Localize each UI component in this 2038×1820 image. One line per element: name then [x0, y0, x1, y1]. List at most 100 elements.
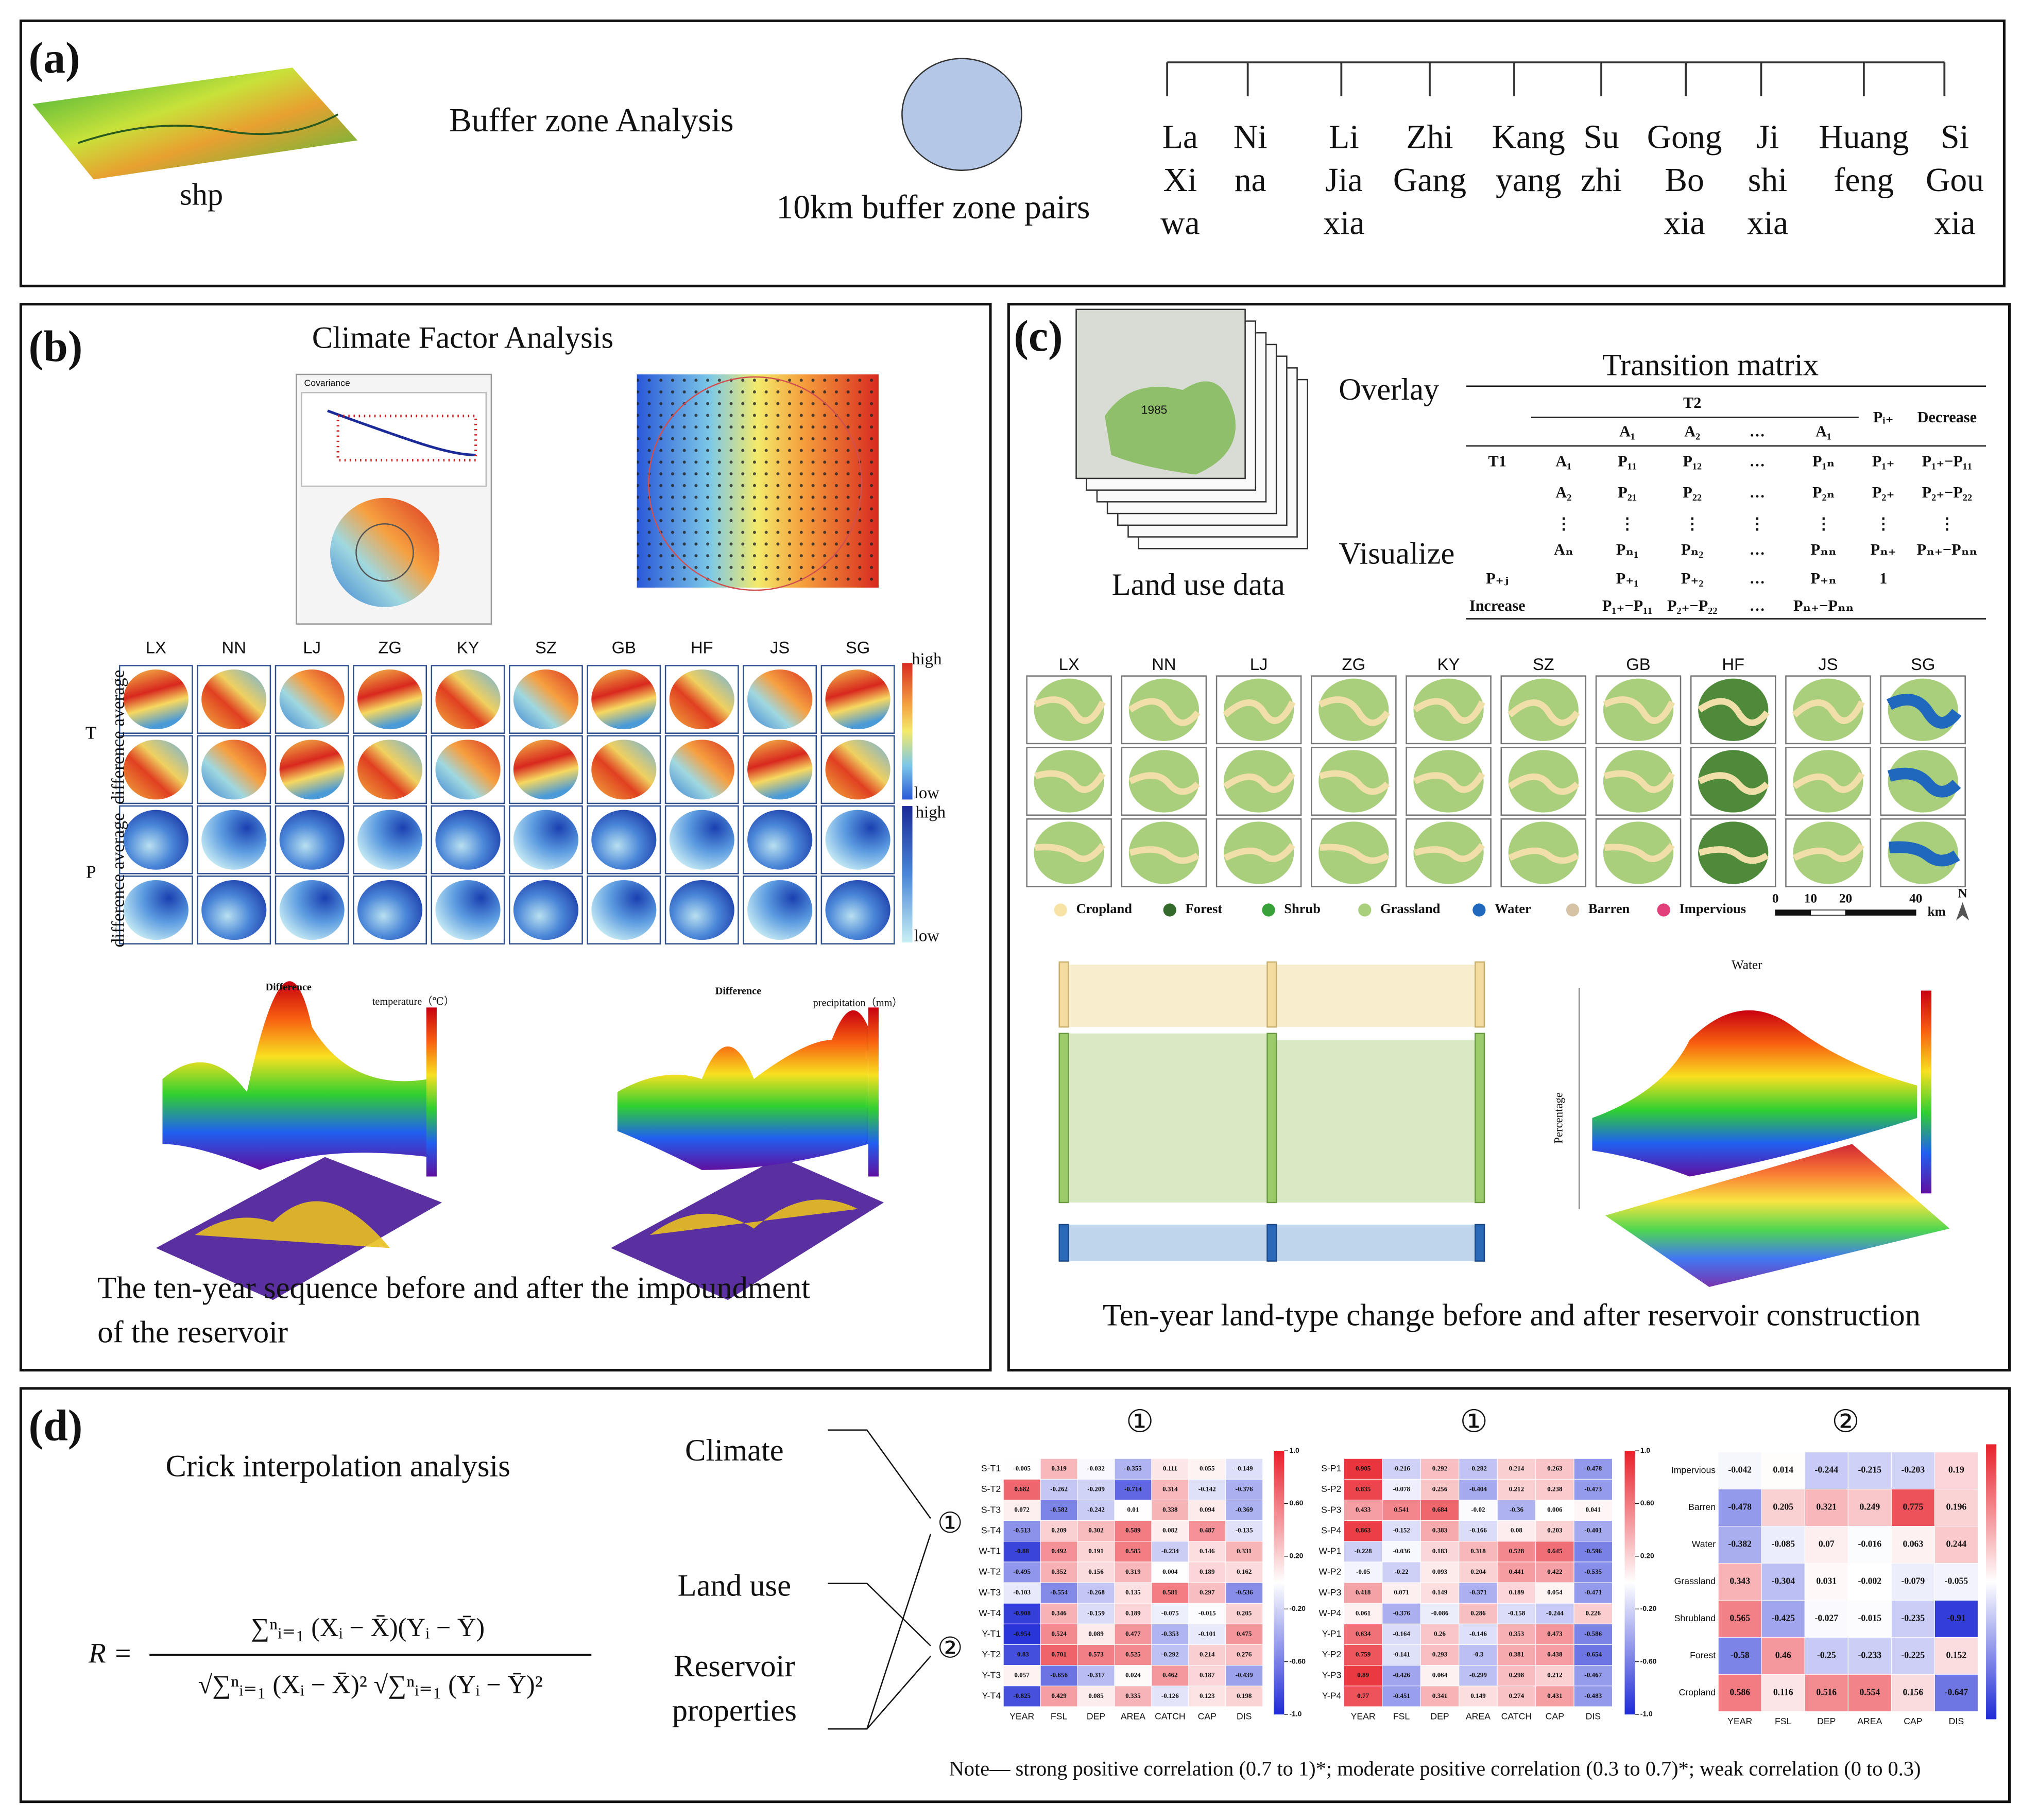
heatmap-cell: [1040, 1520, 1078, 1542]
colorbar-label: -0.20: [1289, 1604, 1306, 1612]
cell-value: 0.684: [1432, 1506, 1448, 1514]
cell-value: 0.149: [1432, 1588, 1448, 1596]
land-patch: [1318, 696, 1390, 726]
cell-value: 0.263: [1547, 1464, 1563, 1472]
heatmap-cell: [1382, 1665, 1421, 1687]
window-title: Covariance: [304, 377, 350, 388]
cell-value: -0.404: [1469, 1485, 1487, 1492]
cell-value: 0.89: [1357, 1671, 1369, 1679]
cell-value: 0.475: [1237, 1629, 1252, 1637]
cell-value: 0.006: [1547, 1506, 1563, 1514]
cell-value: -0.042: [1728, 1465, 1752, 1475]
row-label: Cropland: [1679, 1687, 1716, 1697]
heatmap-cell: [1847, 1526, 1892, 1564]
cell-value: -0.135: [1236, 1526, 1253, 1534]
heatmap-cell: [1040, 1500, 1078, 1521]
table-header: A₂: [1684, 423, 1700, 440]
heatmap-cell: [1761, 1637, 1805, 1675]
land-use-stack: [1075, 308, 1309, 550]
column-label: CAP: [1904, 1716, 1922, 1726]
row-label: Y-P2: [1322, 1649, 1342, 1659]
row-label: W-P4: [1319, 1608, 1342, 1618]
station-code: HF: [691, 638, 713, 657]
station-name: feng: [1834, 162, 1894, 199]
group-marker: ②: [937, 1633, 963, 1664]
formula-denominator: √∑ⁿᵢ₌₁ (Xᵢ − X̄)² √∑ⁿᵢ₌₁ (Yᵢ − Ȳ)²: [198, 1670, 543, 1699]
cell-value: 0.061: [1356, 1609, 1371, 1617]
row-label: S-T4: [981, 1525, 1001, 1535]
station-name: xia: [1934, 204, 1975, 242]
flow: [1068, 1224, 1476, 1261]
panel-label: (a): [29, 33, 80, 82]
heatmap-cell: [1188, 1603, 1226, 1624]
cell-value: 0.204: [1470, 1568, 1486, 1575]
connector: [828, 1429, 931, 1519]
cell-value: -0.654: [1584, 1651, 1602, 1658]
cell-value: -0.299: [1469, 1671, 1487, 1679]
cell-value: -0.164: [1393, 1629, 1410, 1637]
factor-label: Reservoir: [674, 1649, 795, 1684]
land-patch: [1223, 771, 1296, 793]
land-patch: [1792, 699, 1865, 724]
factor-label: Climate: [685, 1433, 784, 1468]
cell-value: -0.079: [1902, 1575, 1925, 1586]
cell-value: -0.233: [1858, 1650, 1882, 1660]
cell-value: -0.25: [1817, 1650, 1836, 1660]
row-label: S-P3: [1321, 1504, 1341, 1515]
cell-value: -0.88: [1015, 1547, 1030, 1555]
surface-contour: [195, 1201, 390, 1248]
cell-value: 0.189: [1509, 1588, 1525, 1596]
cell-value: -0.353: [1161, 1629, 1179, 1637]
heatmap-cell: [1343, 1665, 1383, 1687]
station-name: Gong: [1647, 119, 1722, 156]
station-name: xia: [1664, 204, 1705, 242]
colorbar: [426, 1007, 437, 1177]
land-patch: [1604, 843, 1675, 862]
cell-value: 0.634: [1356, 1629, 1371, 1637]
heatmap-cell: [1382, 1520, 1421, 1542]
cell-value: 0.244: [1946, 1539, 1967, 1549]
heatmap-cell: [1573, 1686, 1613, 1707]
cell-value: 0.196: [1946, 1502, 1967, 1512]
cell-value: 0.321: [1816, 1502, 1837, 1512]
heatmap-cell: [1891, 1452, 1935, 1490]
cell-value: -0.078: [1393, 1485, 1410, 1492]
row-label: W-P2: [1319, 1567, 1342, 1577]
table-cell: P₂₊−P₂₂: [1922, 484, 1972, 501]
station-code: KY: [1437, 655, 1460, 674]
legend-swatch: [1262, 903, 1275, 917]
land-patch: [1888, 841, 1960, 867]
sankey-node: [1475, 1033, 1485, 1204]
table-cell: P₂ₙ: [1812, 484, 1835, 501]
sankey-node: [1475, 961, 1485, 1028]
cell-value: -0.473: [1584, 1485, 1602, 1492]
land-patch: [1413, 771, 1485, 793]
station-code: LX: [146, 638, 166, 657]
cell-value: 0.477: [1125, 1629, 1141, 1637]
legend-swatch: [1472, 903, 1486, 917]
station-code: SG: [1911, 655, 1935, 674]
heatmap-cell: [1847, 1637, 1892, 1675]
row-label: S-P2: [1321, 1484, 1341, 1494]
land-patch: [1318, 770, 1390, 795]
cell-value: 0.541: [1394, 1506, 1409, 1514]
climate-map: [825, 810, 890, 870]
cell-value: -0.554: [1050, 1588, 1068, 1596]
heatmap-cell: [1382, 1623, 1421, 1645]
station-code: LJ: [1250, 655, 1268, 674]
cell-value: 0.135: [1125, 1588, 1141, 1596]
station-code: KY: [457, 638, 479, 657]
table-cell: P₊ₙ: [1811, 570, 1837, 587]
land-patch: [1507, 699, 1580, 726]
column-label: DIS: [1586, 1711, 1601, 1722]
axis-label: difference average: [108, 670, 128, 804]
table-cell: P₁ₙ: [1812, 453, 1835, 470]
heatmap-cell: [1934, 1637, 1978, 1675]
heatmap-cell: [1459, 1541, 1498, 1563]
heatmap-cell: [1891, 1563, 1935, 1601]
cell-value: 0.014: [1773, 1465, 1793, 1475]
station-code: JS: [770, 638, 790, 657]
cell-value: 0.055: [1200, 1464, 1215, 1472]
climate-map: [669, 740, 734, 800]
